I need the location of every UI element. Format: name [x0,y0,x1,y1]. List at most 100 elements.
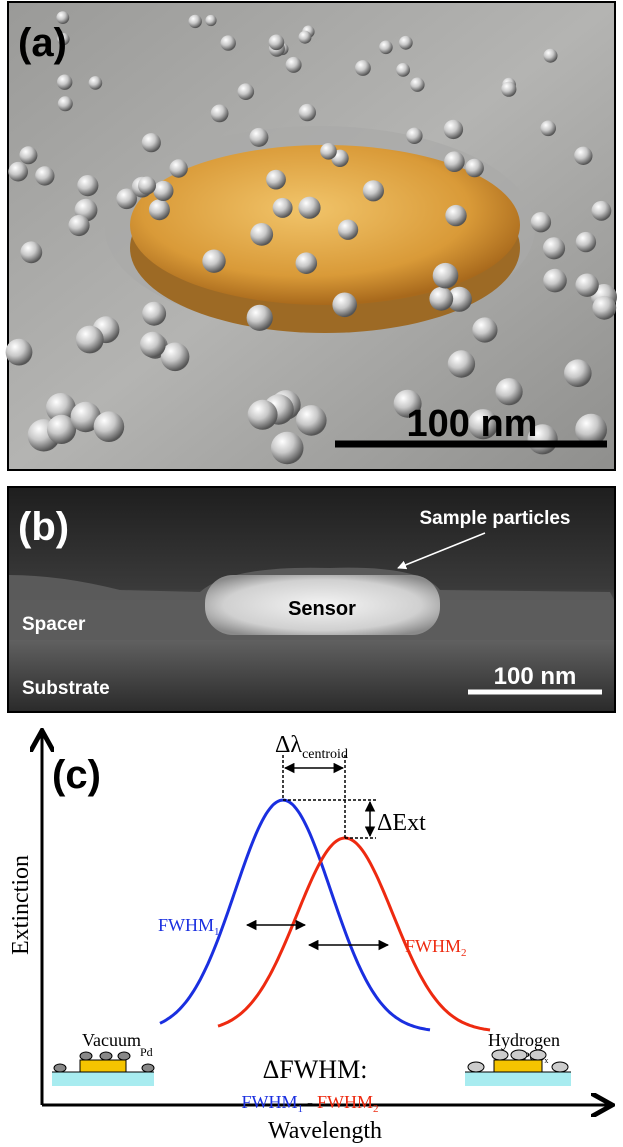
sphere [298,197,320,219]
sphere [77,175,98,196]
sphere [266,170,286,190]
sphere [544,49,558,63]
sphere [205,15,216,26]
sphere [286,57,302,73]
sphere [399,36,413,50]
sphere [576,232,596,252]
sphere [355,60,371,76]
sphere [149,199,170,220]
sphere [540,121,556,137]
diff-a-sub: 1 [298,1103,304,1115]
sphere [76,326,104,354]
sphere [238,83,255,100]
sphere [444,120,463,139]
sphere [20,241,42,263]
hydrogen-curve [218,838,490,1030]
sphere [338,220,358,240]
sphere [296,405,327,436]
diff-b-sub: 2 [373,1103,379,1115]
sphere [448,350,475,377]
sphere [320,143,337,160]
sphere [248,400,278,430]
pd-label: Pd [140,1045,153,1059]
sphere [89,76,103,90]
fwhm1-sub: 1 [214,926,220,938]
sphere [189,15,202,28]
figure: 100 nm (a) Sensor Spacer Substrate Sampl… [0,0,623,1147]
sphere [153,181,173,201]
sphere [444,151,465,172]
sphere [410,78,424,92]
fwhm2-label: FWHM2 [405,936,467,959]
hydrogen-label: Hydrogen [488,1030,560,1050]
sphere [433,263,459,289]
sphere [332,293,357,318]
delta-lambda-sub: centroid [302,747,348,762]
vacuum-device [52,1052,154,1086]
diff-op: - [307,1092,313,1112]
sphere [68,215,89,236]
sphere [531,212,551,232]
sphere [142,302,166,326]
spacer-label: Spacer [22,614,86,635]
sphere [58,96,73,111]
y-axis-title: Extinction [8,855,34,955]
fwhm1-main: FWHM [158,915,214,935]
sphere [429,287,453,311]
sphere [269,35,285,51]
x-axis-title: Wavelength [268,1118,382,1144]
scale-label: 100 nm [407,403,538,445]
delta-lambda-main: Δλ [275,732,302,758]
sphere [169,159,187,177]
particles-label: Sample particles [419,508,570,529]
sphere [379,41,393,55]
sphere [465,159,484,178]
sphere [8,162,28,182]
sphere [296,252,318,274]
sphere [299,31,312,44]
fwhm2-sub: 2 [461,947,467,959]
panel-b: Sensor Spacer Substrate Sample particles… [8,487,615,712]
sphere [592,296,616,320]
hydrogen-device [465,1050,571,1086]
delta-lambda: Δλcentroid [275,732,348,762]
sphere [445,205,466,226]
delta-fwhm: ΔFWHM: [263,1055,368,1084]
diff-a-main: FWHM [241,1092,297,1112]
fwhm2-main: FWHM [405,936,461,956]
panel-a: 100 nm (a) [6,2,617,470]
sphere [273,198,293,218]
sphere [406,128,422,144]
sphere [94,411,125,442]
sphere [299,104,316,121]
sphere [247,305,273,331]
panel-c: (c) Extinction Wavelength Δλcentroid ΔEx… [8,732,610,1144]
sphere [57,75,72,90]
sphere [543,269,567,293]
panel-label: (c) [52,753,101,797]
delta-ext: ΔExt [377,810,426,836]
sphere [363,180,384,201]
sphere [575,274,598,297]
sphere [501,82,516,97]
sphere [19,146,37,164]
sphere [574,147,592,165]
fwhm1-label: FWHM1 [158,915,220,938]
sphere [472,317,497,342]
sphere [543,237,565,259]
sphere [6,339,33,366]
sphere [249,128,268,147]
sphere [138,177,156,195]
sphere [271,432,304,465]
panel-label: (b) [18,505,69,549]
sphere [202,250,225,273]
sphere [564,359,592,387]
sphere [211,105,229,123]
sphere [396,63,410,77]
sphere [221,35,236,50]
sphere [140,332,166,358]
sphere [35,166,54,185]
scale-label: 100 nm [494,663,577,690]
diff-b-main: FWHM [317,1092,373,1112]
sphere [496,378,523,405]
